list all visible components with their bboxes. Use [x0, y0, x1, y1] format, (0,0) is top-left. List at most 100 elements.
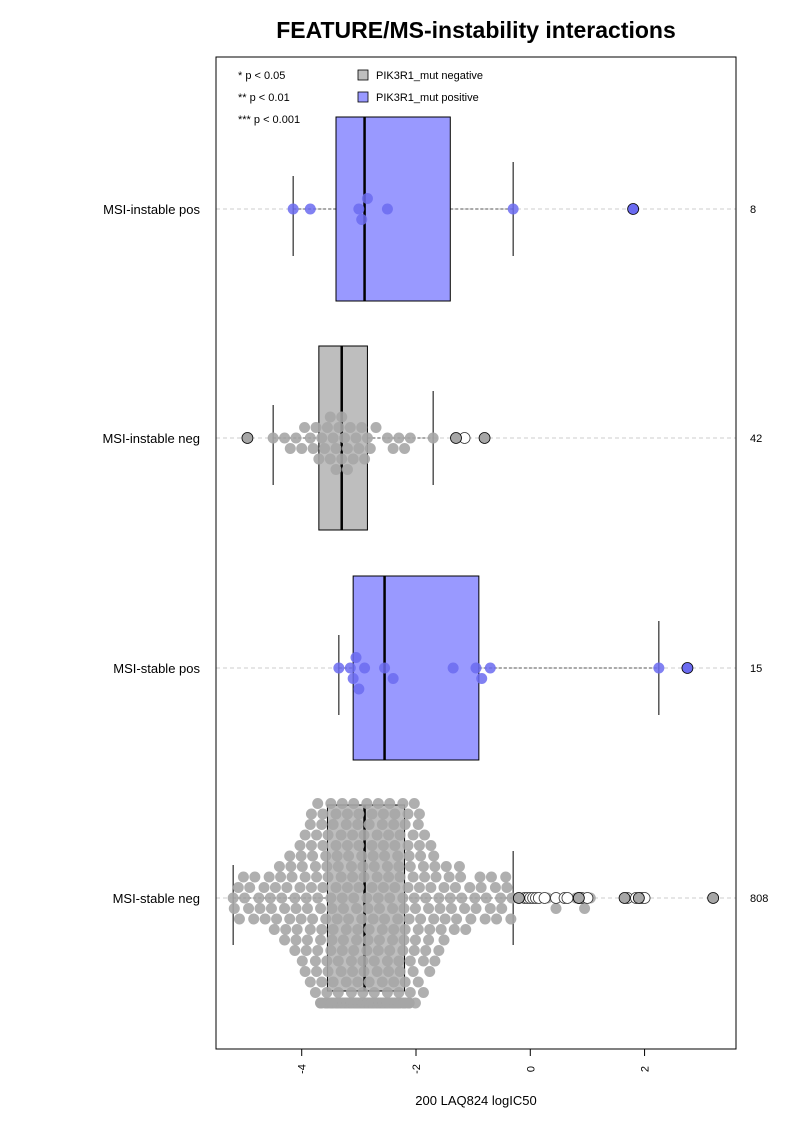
data-point	[279, 432, 291, 444]
data-point	[507, 203, 519, 215]
data-point	[315, 934, 327, 946]
data-point	[428, 913, 440, 925]
row-count: 8	[750, 204, 756, 216]
data-point	[417, 861, 429, 872]
data-point	[550, 903, 562, 914]
data-point	[287, 203, 299, 215]
data-point	[412, 924, 424, 935]
data-point	[381, 955, 393, 967]
data-point	[373, 903, 385, 914]
data-point	[459, 903, 471, 914]
data-point	[353, 203, 365, 215]
data-point	[362, 903, 374, 914]
data-point	[379, 913, 391, 925]
data-point	[322, 966, 334, 977]
outlier-point	[632, 892, 645, 904]
data-point	[284, 913, 296, 925]
data-point	[389, 882, 401, 893]
data-point	[424, 924, 436, 935]
data-point	[316, 819, 328, 830]
data-point	[289, 892, 301, 904]
data-point	[397, 798, 409, 809]
data-point	[316, 976, 328, 988]
data-point	[403, 850, 415, 862]
data-point	[327, 432, 339, 444]
data-point	[397, 892, 409, 904]
data-point	[294, 840, 306, 851]
data-point	[350, 432, 362, 444]
data-point	[412, 819, 424, 830]
data-point	[417, 987, 429, 998]
data-point	[336, 945, 348, 956]
data-point	[366, 882, 378, 893]
data-point	[398, 934, 410, 946]
data-point	[322, 871, 334, 883]
outlier-point	[627, 203, 640, 215]
data-point	[237, 871, 249, 883]
data-point	[433, 892, 445, 904]
data-point	[408, 798, 420, 809]
x-axis-label: 200 LAQ824 logIC50	[415, 1093, 536, 1108]
data-point	[294, 882, 306, 893]
data-point	[389, 840, 401, 851]
data-point	[429, 861, 441, 872]
data-point	[353, 882, 365, 893]
data-point	[399, 819, 411, 830]
data-point	[397, 945, 409, 956]
outlier-point	[707, 892, 720, 904]
data-point	[579, 903, 591, 914]
data-point	[345, 955, 357, 967]
data-point	[387, 903, 399, 914]
data-point	[276, 892, 288, 904]
data-point	[501, 882, 513, 893]
data-point	[357, 861, 369, 872]
data-point	[393, 861, 405, 872]
data-point	[304, 924, 316, 935]
data-point	[402, 840, 414, 851]
data-point	[371, 966, 383, 977]
data-point	[327, 976, 339, 988]
data-point	[330, 808, 342, 820]
data-point	[377, 882, 389, 893]
data-point	[447, 662, 459, 674]
data-point	[460, 924, 472, 935]
outlier-point	[512, 892, 525, 904]
data-point	[291, 924, 303, 935]
data-point	[321, 987, 333, 998]
data-point	[408, 892, 420, 904]
data-point	[347, 453, 359, 465]
data-point	[275, 871, 287, 883]
data-point	[476, 673, 488, 684]
data-point	[404, 987, 416, 998]
data-point	[249, 871, 261, 883]
data-point	[491, 913, 503, 925]
data-point	[341, 808, 353, 820]
data-point	[336, 892, 348, 904]
data-point	[353, 808, 365, 820]
data-point	[324, 453, 336, 465]
data-point	[259, 913, 271, 925]
data-point	[347, 673, 359, 684]
data-point	[425, 840, 437, 851]
data-point	[340, 819, 352, 830]
data-point	[427, 432, 439, 444]
data-point	[480, 892, 492, 904]
data-point	[299, 422, 311, 433]
data-point	[325, 798, 337, 809]
data-point	[309, 861, 321, 872]
data-point	[356, 422, 368, 433]
data-point	[361, 892, 373, 904]
data-point	[387, 443, 399, 454]
data-point	[358, 966, 370, 977]
data-point	[417, 955, 429, 967]
data-point	[377, 808, 389, 820]
data-point	[419, 871, 431, 883]
x-tick-label: -4	[297, 1064, 309, 1074]
data-point	[284, 850, 296, 862]
data-point	[428, 850, 440, 862]
data-point	[343, 850, 355, 862]
data-point	[455, 871, 467, 883]
data-point	[316, 432, 328, 444]
data-point	[352, 924, 364, 935]
